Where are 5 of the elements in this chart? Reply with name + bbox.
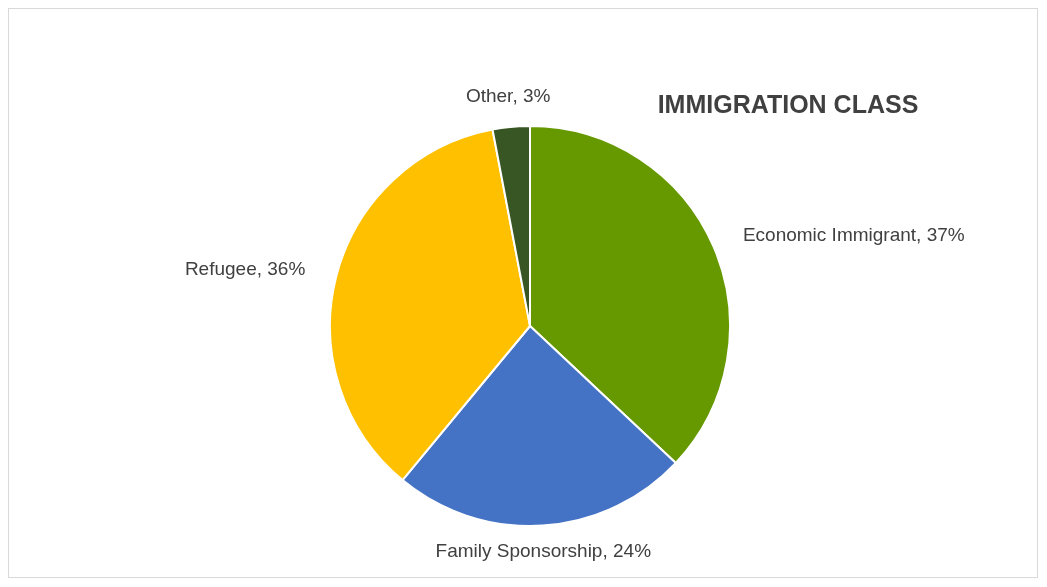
- slice-label: Economic Immigrant, 37%: [742, 223, 965, 245]
- slice-label: Family Sponsorship, 24%: [435, 539, 652, 561]
- chart-title: IMMIGRATION CLASS: [657, 90, 919, 118]
- slice-label: Refugee, 36%: [184, 257, 306, 279]
- slice-label: Other, 3%: [465, 84, 551, 106]
